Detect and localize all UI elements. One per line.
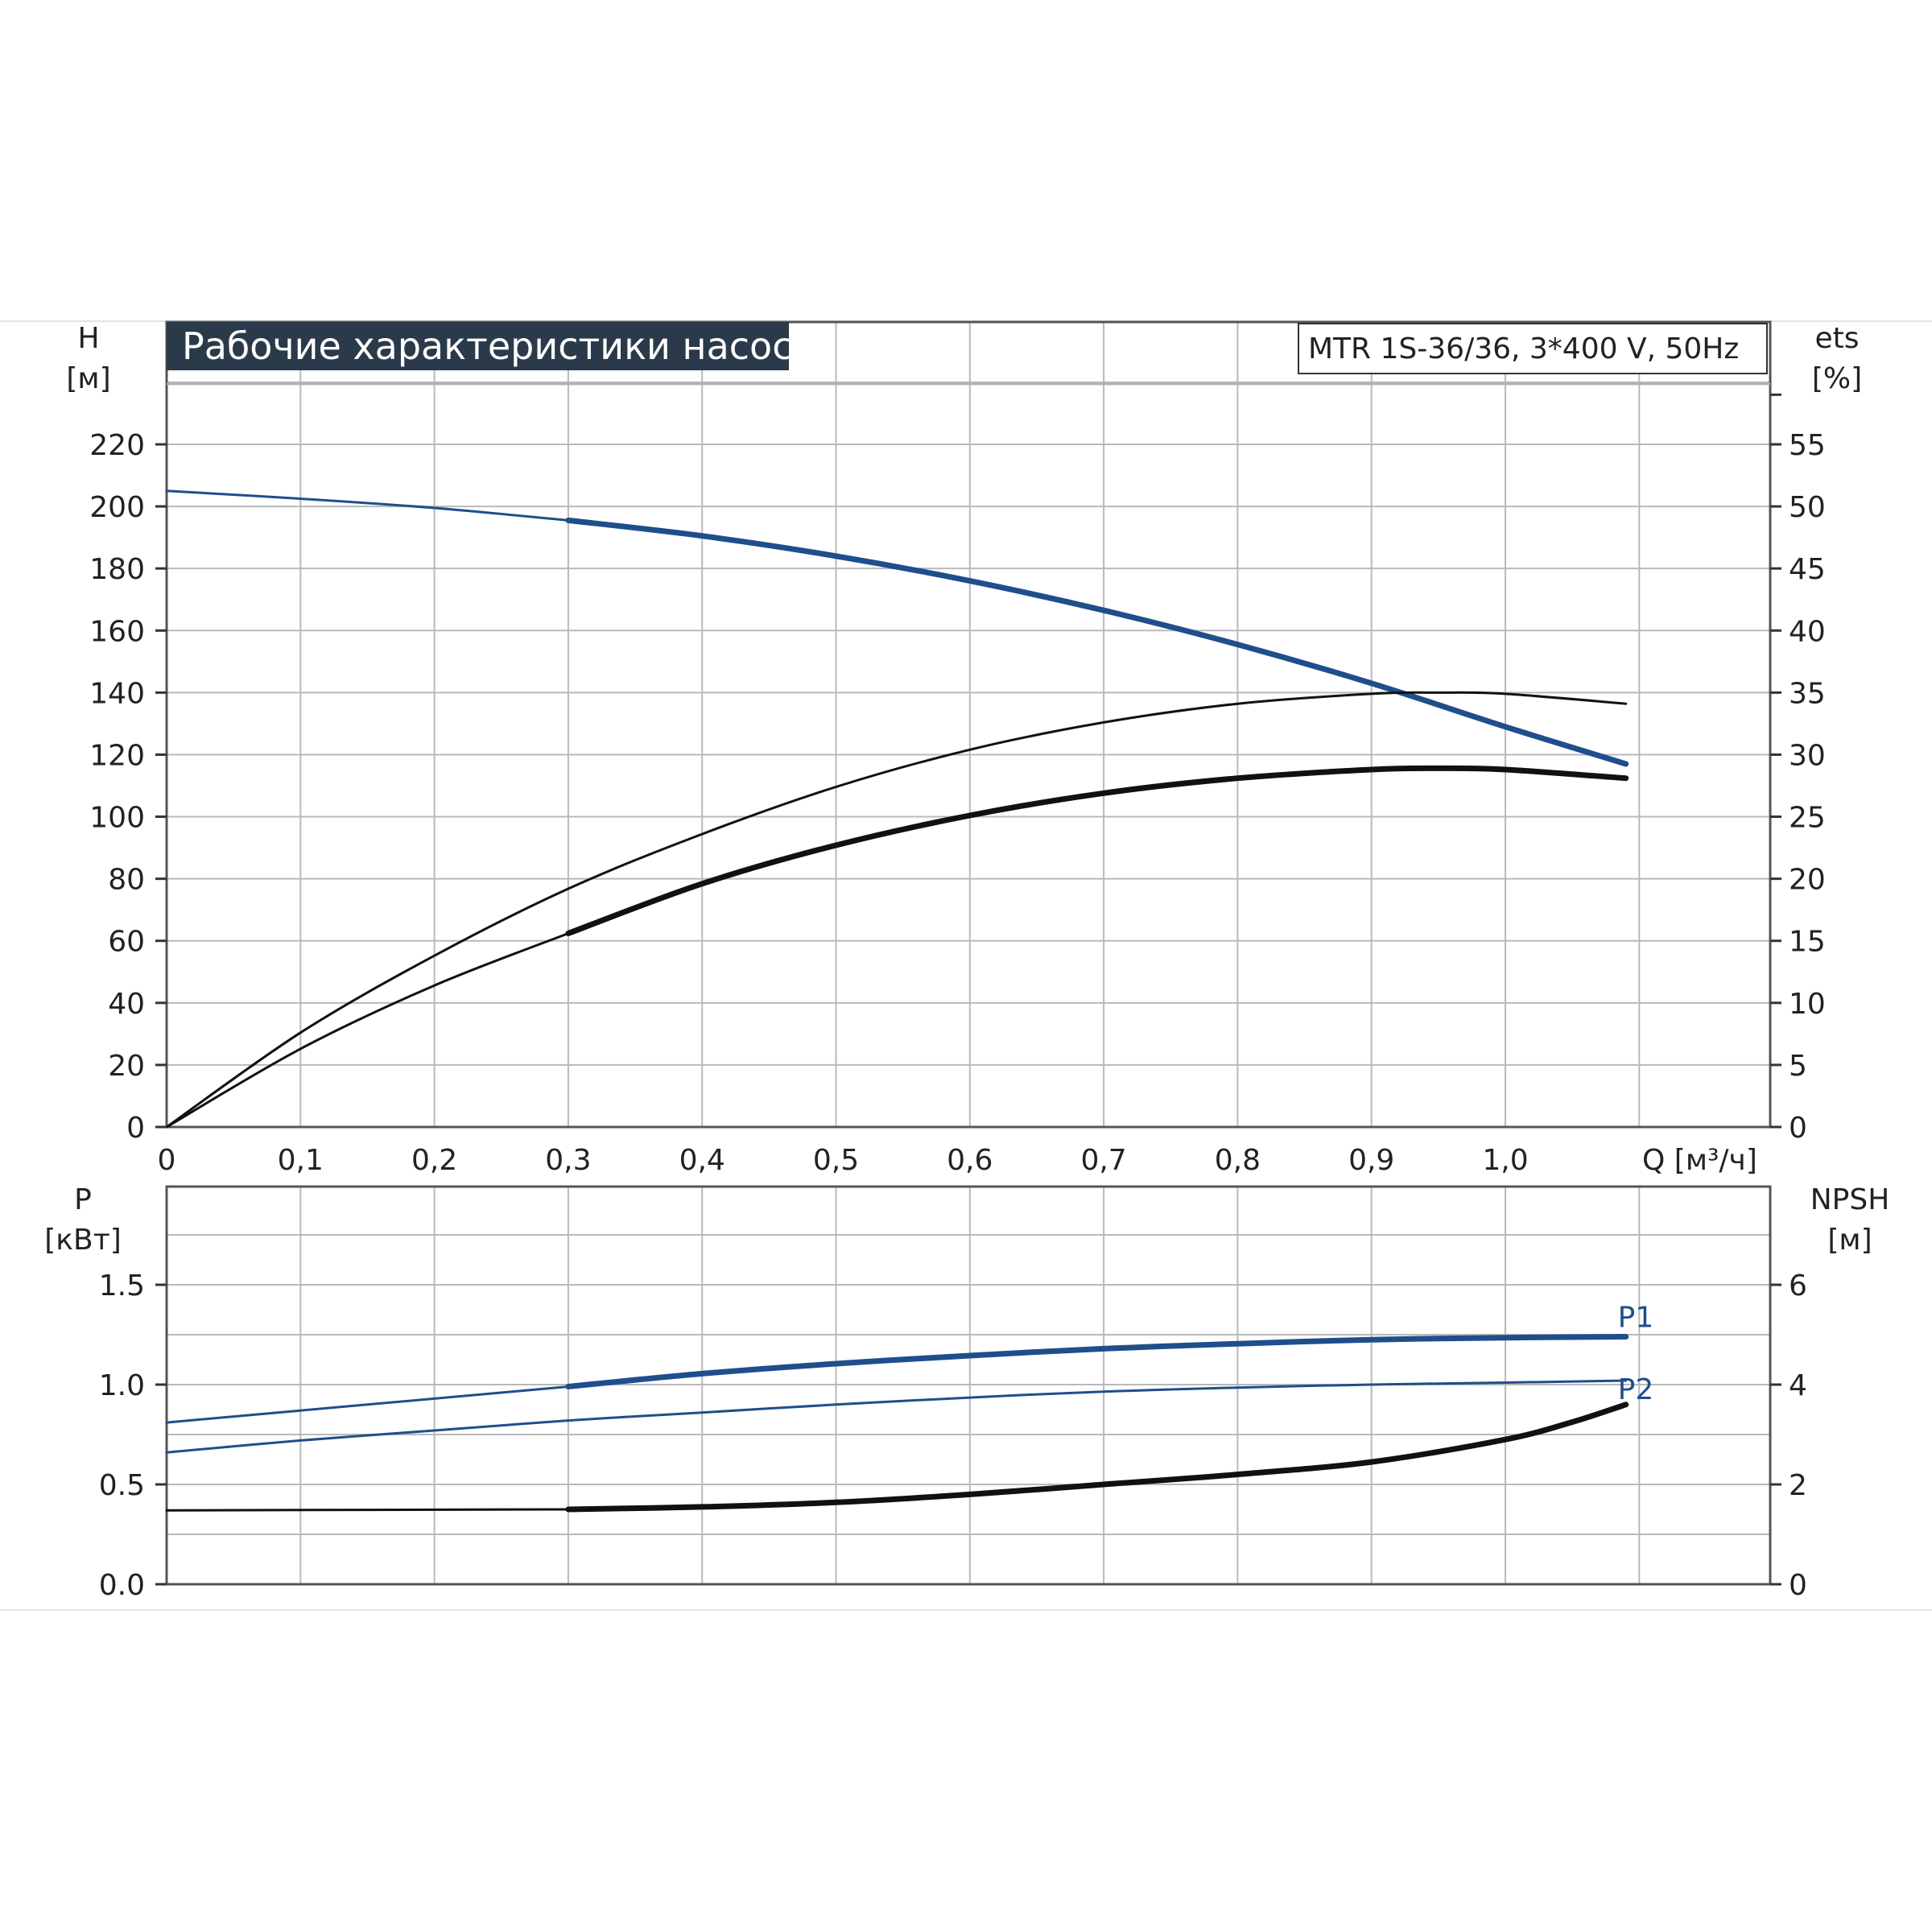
x-tick-label: 0,5 (813, 1144, 859, 1177)
top-series-line-3 (165, 932, 570, 1129)
y-right-tick-label: 55 (1789, 429, 1826, 462)
npsh-axis-unit: [м] (1827, 1224, 1872, 1257)
y-left-tick-label: 80 (108, 864, 145, 897)
p-tick-label: 1.5 (99, 1269, 145, 1302)
power-npsh-panel: 0.0 0.5 1.0 1.5 0 2 4 6 P1 P2 P [кВт] NPSH [м] (44, 1183, 1889, 1602)
y-left-tick-label: 100 (89, 802, 145, 835)
bottom-series-line-2 (165, 1379, 1628, 1454)
y-left-tick-label: 60 (108, 926, 145, 959)
y-right-tick-label: 45 (1789, 553, 1826, 586)
top-series-line-1 (565, 517, 1629, 767)
npsh-tick-label: 6 (1789, 1269, 1807, 1302)
y-left-tick-label: 40 (108, 988, 145, 1021)
y-right-tick-label: 25 (1789, 802, 1826, 835)
y-left-tick-label: 0 (126, 1112, 145, 1145)
x-tick-label: 0,8 (1215, 1144, 1261, 1177)
x-tick-label: 0,7 (1080, 1144, 1126, 1177)
top-right-tick-labels: 0 5 10 15 20 25 30 35 40 45 50 55 (1770, 393, 1826, 1145)
bottom-right-tick-labels: 0 2 4 6 (1770, 1269, 1807, 1602)
x-tick-label: 0 (158, 1144, 176, 1177)
x-tick-label: 1,0 (1482, 1144, 1528, 1177)
y-left-tick-label: 120 (89, 739, 145, 772)
bottom-grid (167, 1187, 1770, 1584)
model-label: MTR 1S-36/36, 3*400 V, 50Hz (1308, 332, 1739, 365)
bottom-series-labels: P1 P2 (1618, 1301, 1654, 1406)
bottom-series-group (165, 1334, 1629, 1513)
top-series-group (165, 382, 1770, 1129)
x-tick-label: 0,3 (545, 1144, 591, 1177)
y-right-tick-label: 30 (1789, 739, 1826, 772)
y-left-tick-label: 180 (89, 553, 145, 586)
bottom-left-tick-labels: 0.0 0.5 1.0 1.5 (99, 1269, 167, 1602)
x-tick-label: 0,4 (679, 1144, 725, 1177)
y-right-tick-label: 35 (1789, 677, 1826, 710)
y-right-tick-label: 10 (1789, 988, 1826, 1021)
y-left-tick-label: 220 (89, 429, 145, 462)
x-tick-label: 0,1 (278, 1144, 324, 1177)
y-left-tick-label: 200 (89, 491, 145, 524)
npsh-axis-title: NPSH (1810, 1183, 1890, 1216)
top-series-line-4 (565, 765, 1629, 936)
top-left-tick-labels: 0 20 40 60 80 100 120 140 160 180 200 220 (89, 429, 167, 1145)
y-left-tick-label: 20 (108, 1050, 145, 1083)
x-tick-labels: 0 0,1 0,2 0,3 0,4 0,5 0,6 0,7 0,8 0,9 1,0 (158, 1144, 1529, 1177)
y-right-tick-label: 40 (1789, 615, 1826, 648)
p-tick-label: 0.5 (99, 1469, 145, 1502)
bottom-series-line-0 (165, 1385, 570, 1424)
bottom-series-line-3 (165, 1508, 570, 1512)
y-right-tick-label: 50 (1789, 491, 1826, 524)
model-box (1298, 323, 1768, 374)
p-tick-label: 0.0 (99, 1569, 145, 1602)
y-left-tick-label: 140 (89, 677, 145, 710)
bottom-series-line-4 (565, 1402, 1629, 1513)
top-plot-frame (165, 320, 1772, 1129)
x-tick-label: 0,6 (947, 1144, 993, 1177)
y-right-title: ets (1814, 322, 1859, 355)
title-banner (167, 322, 789, 370)
top-series-line-2 (165, 691, 1628, 1129)
top-series-line-0 (165, 489, 570, 522)
chart-title: Рабочие характеристики насоса (182, 324, 815, 368)
y-left-unit: [м] (66, 362, 110, 395)
y-right-tick-label: 0 (1789, 1112, 1807, 1145)
y-right-unit: [%] (1812, 362, 1862, 395)
y-right-tick-label: 15 (1789, 926, 1826, 959)
y-right-tick-label: 20 (1789, 864, 1826, 897)
y-left-tick-label: 160 (89, 615, 145, 648)
npsh-tick-label: 0 (1789, 1569, 1807, 1602)
series-label-p1: P1 (1618, 1301, 1654, 1334)
x-tick-label: 0,2 (411, 1144, 457, 1177)
bottom-series-line-1 (565, 1334, 1629, 1389)
series-label-p2: P2 (1618, 1373, 1654, 1406)
y-left-title: H (77, 322, 99, 355)
p-axis-unit: [кВт] (44, 1224, 122, 1257)
head-efficiency-panel: 0 20 40 60 80 100 120 140 160 180 200 220 0 5 10 15 20 2… (66, 320, 1862, 1177)
y-right-tick-label: 5 (1789, 1050, 1807, 1083)
x-axis-title: Q [м³/ч] (1642, 1144, 1757, 1177)
x-tick-label: 0,9 (1348, 1144, 1394, 1177)
p-axis-title: P (74, 1183, 92, 1216)
top-grid (167, 322, 1770, 1127)
npsh-tick-label: 2 (1789, 1469, 1807, 1502)
p-tick-label: 1.0 (99, 1369, 145, 1402)
npsh-tick-label: 4 (1789, 1369, 1807, 1402)
